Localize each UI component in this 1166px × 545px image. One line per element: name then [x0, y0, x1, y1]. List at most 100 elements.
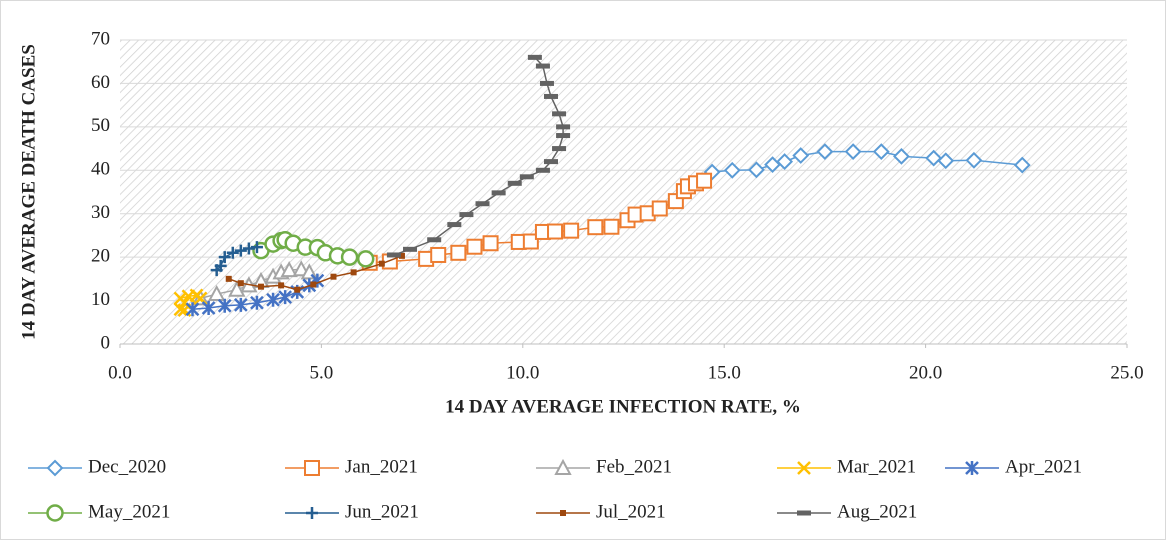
marker [225, 275, 232, 282]
marker [519, 174, 534, 180]
marker [651, 200, 668, 217]
series [703, 143, 1031, 181]
marker [234, 244, 247, 257]
marker [556, 124, 571, 130]
marker [696, 172, 713, 189]
series-line [192, 279, 318, 311]
marker [427, 237, 442, 243]
marker [776, 153, 794, 171]
marker [207, 284, 226, 302]
series [185, 273, 325, 317]
marker [603, 218, 620, 235]
y-tick-label: 10 [91, 289, 110, 310]
series [386, 54, 571, 258]
marker [965, 151, 983, 169]
marker [46, 504, 64, 522]
x-tick-label: 25.0 [1110, 362, 1143, 383]
x-axis-label: 14 DAY AVERAGE INFECTION RATE, % [445, 396, 801, 417]
marker [447, 222, 462, 228]
marker [173, 302, 188, 317]
legend-label: Aug_2021 [837, 501, 917, 522]
marker [459, 212, 474, 218]
marker [797, 461, 811, 475]
marker [173, 291, 188, 306]
marker [226, 246, 239, 259]
marker [965, 461, 979, 475]
marker [310, 281, 317, 288]
legend-entry: Jun_2021 [285, 501, 419, 522]
marker [450, 244, 467, 261]
x-tick-label: 15.0 [708, 362, 741, 383]
series [252, 231, 375, 268]
marker [554, 458, 572, 475]
marker [723, 161, 741, 179]
y-tick-label: 50 [91, 115, 110, 136]
marker [237, 280, 244, 287]
marker [748, 161, 765, 179]
x-tick-label: 20.0 [909, 362, 942, 383]
marker [306, 507, 318, 519]
marker [228, 280, 246, 297]
marker [535, 167, 550, 173]
x-tick-label: 10.0 [506, 362, 539, 383]
marker [430, 246, 447, 263]
marker [233, 297, 248, 312]
marker [217, 298, 232, 313]
legend-entry: Jan_2021 [285, 456, 418, 477]
marker [556, 133, 571, 139]
legend-label: Apr_2021 [1005, 456, 1082, 477]
marker [522, 233, 539, 250]
marker [543, 159, 558, 165]
marker [250, 295, 264, 310]
marker [278, 282, 285, 289]
marker [539, 80, 554, 86]
marker [587, 219, 604, 236]
marker [527, 54, 542, 60]
legend-label: May_2021 [88, 501, 170, 522]
marker [386, 252, 401, 258]
marker [703, 163, 721, 181]
marker [816, 143, 834, 161]
marker [507, 180, 522, 186]
marker [543, 93, 558, 99]
marker [547, 223, 564, 240]
marker [185, 302, 200, 317]
y-axis-label: 14 DAY AVERAGE DEATH CASES [18, 44, 39, 340]
legend-entry: Mar_2021 [777, 456, 916, 477]
legend-label: Jan_2021 [345, 456, 418, 477]
y-tick-label: 40 [91, 159, 110, 180]
marker [792, 147, 810, 164]
legend-entry: Apr_2021 [945, 456, 1082, 477]
marker [535, 63, 550, 69]
marker [294, 286, 301, 293]
marker [1013, 156, 1031, 174]
series [361, 172, 713, 271]
marker [797, 510, 811, 516]
legend-label: Jun_2021 [345, 501, 419, 522]
marker [398, 252, 405, 259]
legend-entry: Feb_2021 [536, 456, 672, 477]
marker [304, 460, 320, 476]
series [225, 252, 405, 293]
marker [466, 238, 483, 255]
y-tick-label: 0 [101, 332, 111, 353]
marker [356, 250, 375, 268]
marker [278, 290, 293, 305]
marker [340, 248, 359, 266]
marker [482, 235, 499, 252]
marker [563, 222, 580, 239]
series [173, 288, 208, 318]
marker [330, 273, 337, 280]
marker [475, 201, 490, 207]
marker [280, 261, 298, 278]
marker [214, 259, 227, 272]
legend-label: Mar_2021 [837, 456, 916, 477]
marker [491, 190, 506, 196]
marker [925, 149, 943, 167]
y-tick-label: 30 [91, 202, 110, 223]
legend-label: Dec_2020 [88, 456, 166, 477]
marker [378, 260, 385, 267]
y-tick-label: 20 [91, 246, 110, 267]
marker [266, 292, 280, 307]
legend-entry: Jul_2021 [536, 501, 666, 522]
